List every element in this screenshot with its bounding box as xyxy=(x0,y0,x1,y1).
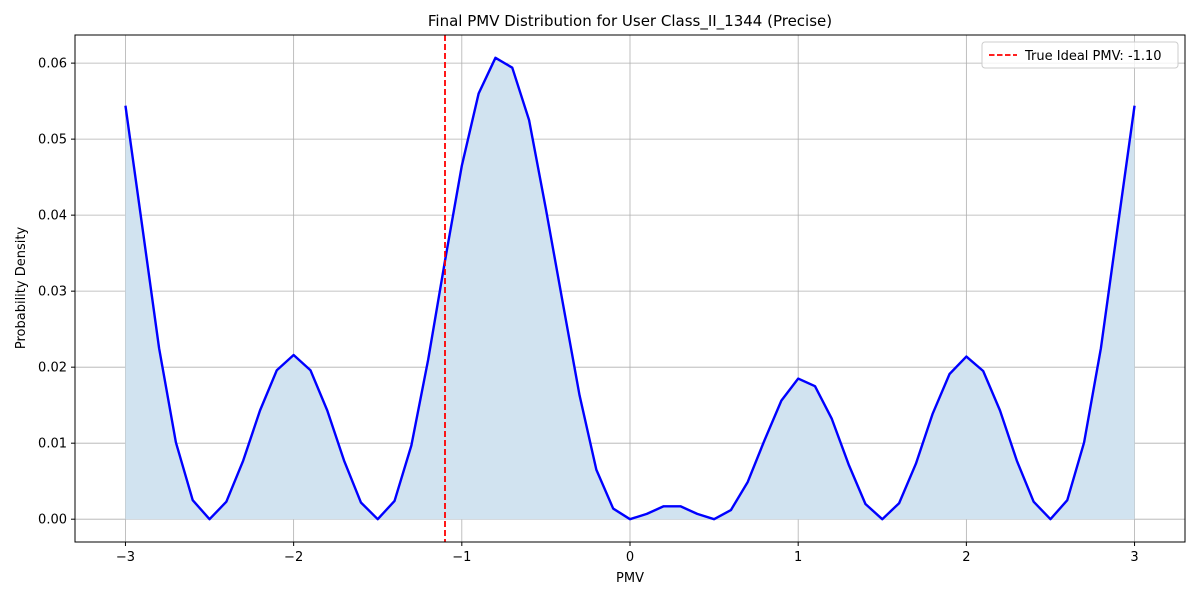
y-tick-label: 0.01 xyxy=(38,437,67,452)
y-axis-label: Probability Density xyxy=(14,227,29,350)
density-line-layer xyxy=(124,56,1136,521)
y-tick-label: 0.04 xyxy=(38,209,67,224)
density-curve xyxy=(124,56,1136,521)
x-tick-label: −3 xyxy=(116,550,135,565)
y-axis-ticks: 0.00 0.01 0.02 0.03 0.04 0.05 0.06 xyxy=(38,57,75,528)
x-tick-label: 2 xyxy=(962,550,970,565)
x-tick-label: −1 xyxy=(452,550,471,565)
x-axis-ticks: −3 −2 −1 0 1 2 3 xyxy=(116,542,1139,565)
x-axis-label: PMV xyxy=(616,571,644,586)
y-tick-label: 0.06 xyxy=(38,57,67,72)
y-tick-label: 0.05 xyxy=(38,133,67,148)
legend: True Ideal PMV: -1.10 xyxy=(981,41,1179,69)
chart-title: Final PMV Distribution for User Class_II… xyxy=(428,12,832,31)
x-tick-label: −2 xyxy=(284,550,303,565)
legend-label-reference-line: True Ideal PMV: -1.10 xyxy=(1024,49,1162,64)
x-tick-label: 3 xyxy=(1130,550,1138,565)
x-tick-label: 1 xyxy=(794,550,802,565)
y-tick-label: 0.03 xyxy=(38,285,67,300)
y-tick-label: 0.00 xyxy=(38,513,67,528)
x-tick-label: 0 xyxy=(626,550,634,565)
y-tick-label: 0.02 xyxy=(38,361,67,376)
legend-box xyxy=(981,41,1179,69)
